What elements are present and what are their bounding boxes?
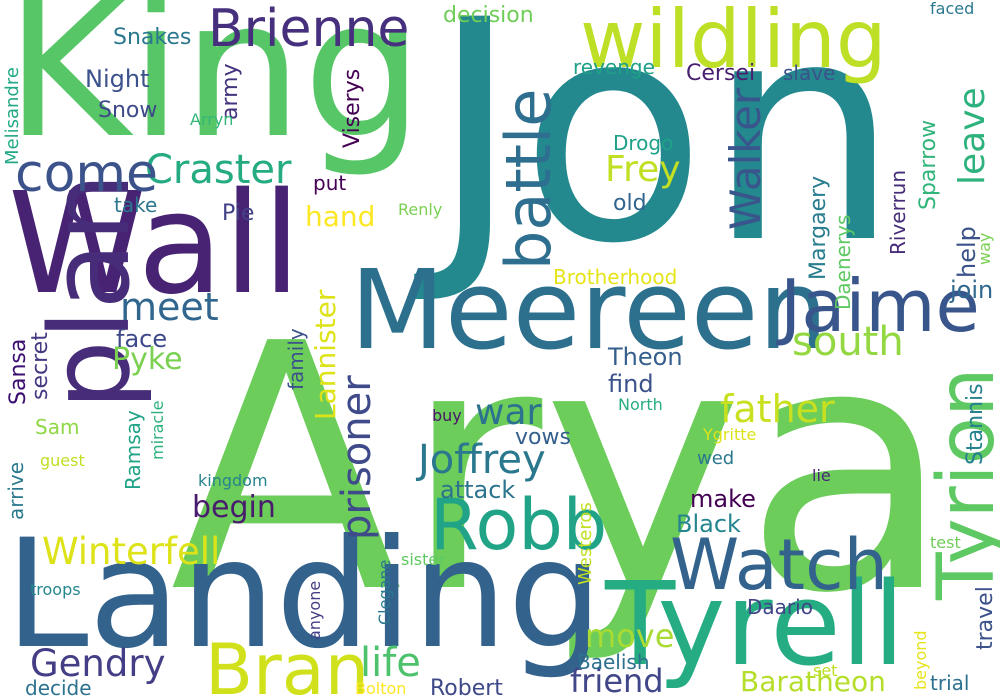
word-robert: Robert: [430, 676, 503, 700]
word-slave: slave: [783, 61, 836, 85]
word-vows: vows: [515, 425, 571, 450]
word-way: way: [975, 232, 994, 265]
word-take: take: [114, 193, 158, 217]
word-walker: Walker: [721, 87, 770, 230]
word-lannister: Lannister: [309, 289, 342, 420]
word-tyrell: Tyrell: [605, 558, 905, 692]
word-south: south: [792, 319, 904, 365]
word-sansa: Sansa: [6, 338, 31, 405]
word-old: old: [613, 191, 647, 216]
word-clegane: Clegane: [375, 559, 394, 625]
word-arryn: Arryn: [190, 110, 234, 129]
word-north: North: [618, 395, 663, 414]
word-arrive: arrive: [4, 461, 28, 520]
word-baratheon: Baratheon: [740, 665, 886, 698]
word-troops: troops: [30, 580, 81, 599]
word-guest: guest: [40, 451, 85, 470]
word-ramsay: Ramsay: [121, 410, 145, 490]
word-wed: wed: [697, 448, 735, 469]
word-westeros: Westeros: [575, 502, 596, 585]
word-arya: Arya: [170, 272, 952, 668]
word-father: father: [720, 387, 835, 431]
word-meet: meet: [120, 285, 219, 329]
word-face: face: [116, 325, 168, 353]
word-brienne: Brienne: [208, 0, 410, 59]
word-daenerys: Daenerys: [831, 214, 855, 310]
word-pie: Pie: [222, 201, 255, 226]
word-landing: Landing: [5, 508, 603, 682]
word-faced: faced: [930, 0, 975, 18]
word-winterfell: Winterfell: [42, 530, 221, 573]
word-revenge: revenge: [573, 55, 655, 79]
word-stannis: Stannis: [963, 383, 988, 465]
word-lie: lie: [812, 466, 831, 485]
word-prisoner: prisoner: [334, 375, 380, 540]
word-beyond: beyond: [911, 630, 930, 690]
word-wall: Wall: [8, 163, 302, 326]
word-frey: Frey: [605, 149, 681, 190]
word-meereen: Meereen: [350, 246, 829, 374]
word-snakes: Snakes: [113, 25, 192, 50]
word-secret: secret: [28, 332, 53, 400]
word-jaime: Jaime: [780, 264, 980, 348]
word-kingdom: kingdom: [198, 471, 268, 490]
word-hand: hand: [305, 200, 376, 233]
word-trial: trial: [930, 671, 970, 695]
word-buy: buy: [432, 406, 462, 425]
word-riverrun: Riverrun: [886, 169, 910, 255]
word-robb: Robb: [430, 484, 608, 566]
word-gendry: Gendry: [30, 642, 166, 685]
word-test: test: [930, 533, 961, 552]
word-watch: Watch: [670, 524, 888, 606]
word-black: Black: [676, 510, 741, 538]
word-theon: Theon: [608, 343, 683, 371]
word-sister: sister: [401, 550, 445, 569]
word-baelish: Baelish: [577, 650, 650, 674]
word-jon: Jon: [430, 0, 900, 310]
word-set: set: [813, 661, 838, 680]
word-family: family: [284, 328, 308, 390]
word-snow: Snow: [98, 98, 158, 123]
word-wildling: wildling: [580, 0, 887, 86]
word-war: war: [475, 392, 542, 433]
word-move: move: [585, 617, 675, 655]
word-night: Night: [85, 65, 150, 93]
word-begin: begin: [192, 490, 276, 525]
word-sparrow: Sparrow: [916, 119, 941, 210]
word-put: put: [313, 171, 347, 195]
word-brotherhood: Brotherhood: [553, 265, 678, 289]
word-decision: decision: [443, 3, 534, 28]
word-king: King: [5, 0, 424, 180]
word-bolton: Bolton: [355, 679, 407, 698]
word-sam: Sam: [35, 415, 80, 439]
word-travel: travel: [973, 586, 998, 650]
word-joffrey: Joffrey: [418, 437, 546, 483]
word-drogo: Drogo: [613, 131, 674, 155]
word-join: join: [950, 276, 994, 304]
word-margaery: Margaery: [806, 175, 831, 280]
word-find: find: [608, 370, 654, 398]
word-make: make: [690, 485, 756, 513]
word-cersei: Cersei: [686, 61, 756, 86]
word-bran: Bran: [205, 629, 370, 700]
word-leave: leave: [952, 87, 993, 185]
word-decide: decide: [25, 676, 92, 700]
word-craster: Craster: [145, 147, 292, 193]
word-melisandre: Melisandre: [2, 67, 23, 165]
word-battle: battle: [492, 88, 565, 270]
word-pyke: Pyke: [112, 342, 183, 377]
word-viserys: Viserys: [340, 68, 365, 148]
word-anyone: anyone: [305, 580, 324, 640]
word-ygritte: Ygritte: [703, 425, 757, 444]
word-miracle: miracle: [148, 400, 167, 461]
word-life: life: [360, 640, 421, 686]
word-attack: attack: [440, 476, 516, 504]
word-friend: friend: [570, 662, 664, 700]
word-renly: Renly: [398, 200, 443, 219]
word-daario: Daario: [747, 595, 813, 619]
word-come: come: [15, 144, 159, 204]
